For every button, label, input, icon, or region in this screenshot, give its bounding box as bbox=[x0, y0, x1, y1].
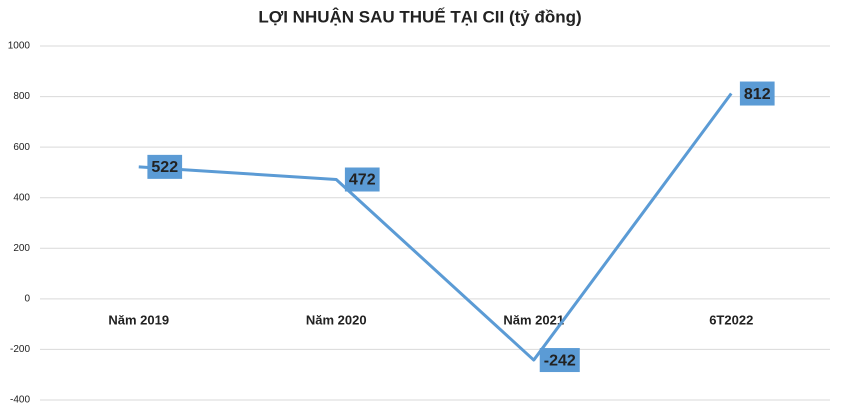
x-tick-label: Năm 2020 bbox=[306, 312, 367, 327]
y-tick-label: 200 bbox=[13, 243, 30, 254]
y-tick-label: 0 bbox=[24, 293, 30, 304]
data-line bbox=[138, 92, 733, 362]
x-tick-label: Năm 2019 bbox=[108, 312, 169, 327]
y-tick-label: 1000 bbox=[8, 41, 31, 52]
data-label-box bbox=[147, 154, 183, 179]
x-tick-label: 6T2022 bbox=[709, 312, 753, 327]
data-label: 812 bbox=[744, 86, 771, 103]
data-label: -242 bbox=[544, 352, 576, 369]
y-tick-label: 600 bbox=[13, 142, 30, 153]
data-label: 522 bbox=[151, 159, 178, 176]
y-tick-label: 400 bbox=[13, 192, 30, 203]
data-label: 472 bbox=[349, 172, 376, 189]
y-tick-label: 800 bbox=[13, 91, 30, 102]
data-label-box bbox=[739, 81, 775, 106]
chart-title: LỢI NHUẬN SAU THUẾ TẠI CII (tỷ đồng) bbox=[258, 7, 581, 26]
y-tick-label: -400 bbox=[10, 395, 30, 406]
x-tick-label: Năm 2021 bbox=[503, 312, 564, 327]
y-tick-label: -200 bbox=[10, 344, 30, 355]
data-label-box bbox=[344, 167, 380, 192]
data-label-box bbox=[539, 348, 580, 373]
